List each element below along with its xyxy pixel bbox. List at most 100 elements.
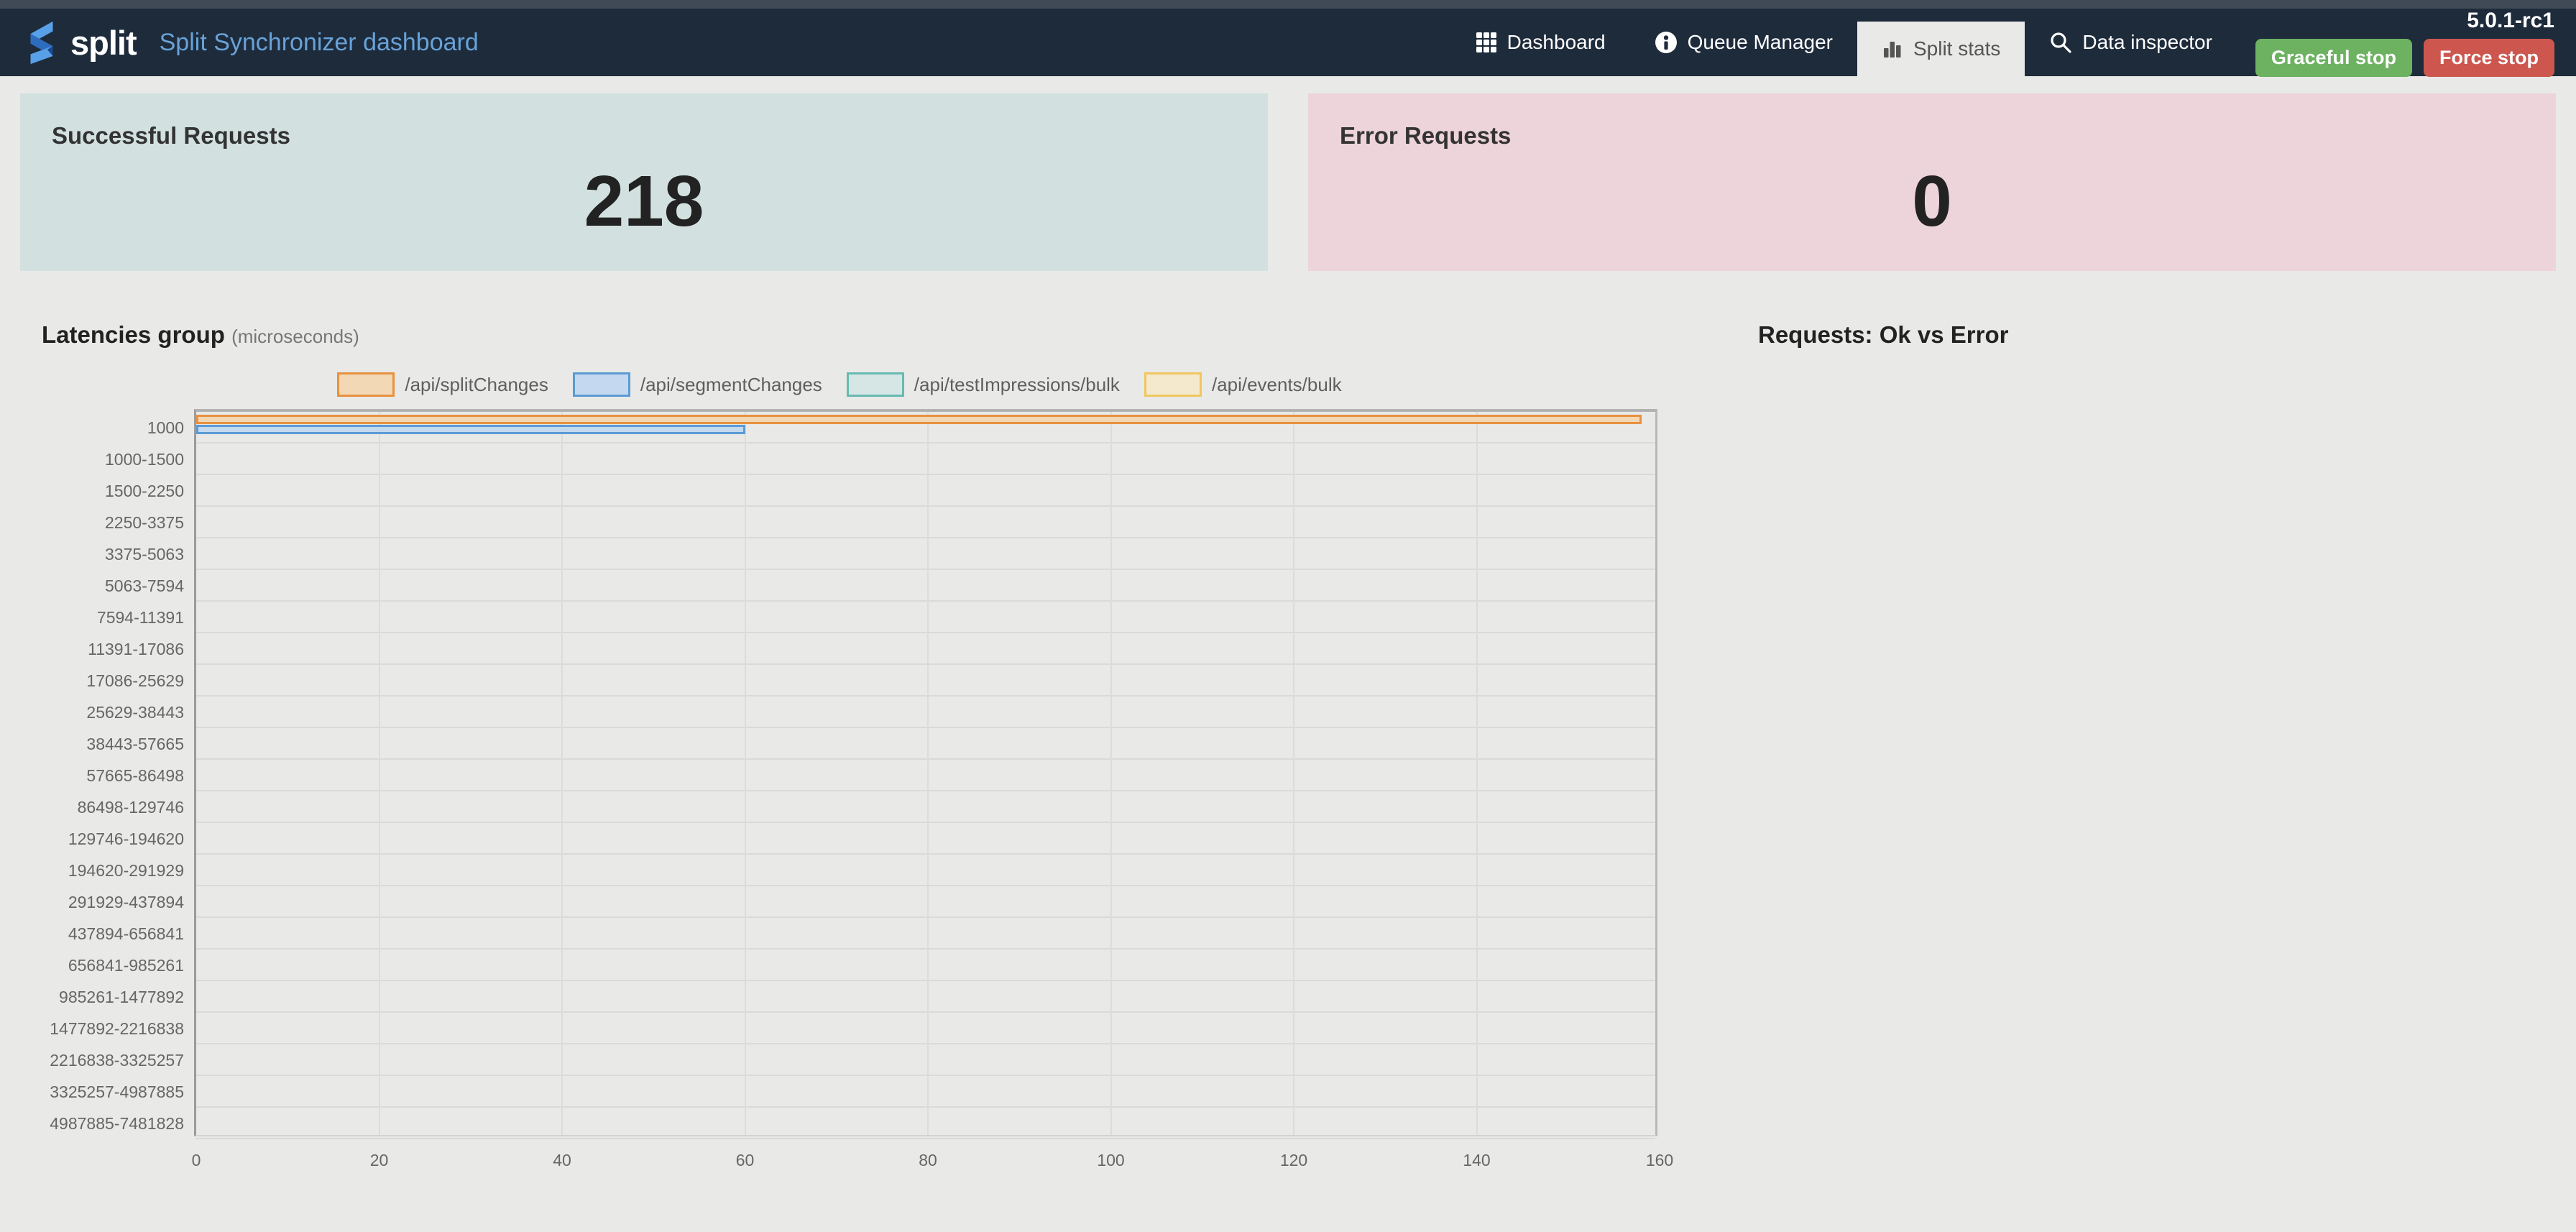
legend-label: /api/testImpressions/bulk: [914, 373, 1120, 395]
plot-row: [196, 918, 1655, 950]
latencies-chart: Latencies group (microseconds) /api/spli…: [20, 321, 1673, 1185]
plot-row: [196, 1044, 1655, 1076]
requests-chart-title: Requests: Ok vs Error: [1758, 321, 2009, 348]
latency-plot: [194, 409, 1657, 1139]
y-axis-label: 129746-194620: [68, 829, 184, 848]
legend-swatch: [337, 372, 395, 397]
bar-chart-icon: [1883, 42, 1901, 58]
successful-requests-card: Successful Requests 218: [20, 93, 1268, 271]
card-title: Error Requests: [1340, 122, 1512, 149]
y-axis-label: 11391-17086: [88, 640, 184, 658]
nav-item-label: Queue Manager: [1687, 31, 1833, 53]
y-axis-label: 656841-985261: [68, 956, 184, 975]
x-axis-label: 40: [553, 1151, 571, 1169]
legend-item: /api/testImpressions/bulk: [846, 372, 1120, 397]
y-axis-label: 194620-291929: [68, 861, 184, 880]
latency-bar-api-segmentChanges: [196, 425, 745, 434]
nav-item-label: Dashboard: [1506, 31, 1606, 53]
y-axis-label: 38443-57665: [86, 735, 184, 753]
y-axis-label: 1477892-2216838: [50, 1019, 184, 1038]
latency-bar-api-splitChanges: [196, 415, 1642, 424]
legend-item: /api/events/bulk: [1144, 372, 1342, 397]
plot-row: [196, 443, 1655, 475]
x-axis-label: 0: [191, 1151, 201, 1169]
x-axis-label: 100: [1097, 1151, 1125, 1169]
legend-label: /api/events/bulk: [1211, 373, 1342, 395]
plot-row: [196, 855, 1655, 886]
legend-swatch: [572, 372, 630, 397]
y-axis-label: 2250-3375: [105, 513, 184, 532]
y-axis-label: 3375-5063: [105, 545, 184, 564]
x-axis-label: 160: [1645, 1151, 1674, 1169]
plot-row: [196, 1108, 1655, 1139]
nav-item-split-stats[interactable]: Split stats: [1857, 22, 2025, 76]
legend-swatch: [846, 372, 904, 397]
x-axis-label: 120: [1279, 1151, 1308, 1169]
x-axis-label: 80: [919, 1151, 937, 1169]
plot-row: [196, 697, 1655, 728]
latencies-title-text: Latencies group: [42, 321, 225, 348]
graceful-stop-button[interactable]: Graceful stop: [2255, 38, 2412, 77]
stop-buttons: Graceful stop Force stop: [2255, 38, 2554, 77]
grid-line-vertical: [744, 412, 746, 1135]
grid-line-vertical: [927, 412, 929, 1135]
y-axis-label: 1500-2250: [105, 482, 184, 500]
nav-item-dashboard[interactable]: Dashboard: [1451, 9, 1630, 76]
plot-row: [196, 981, 1655, 1013]
successful-requests-value: 218: [584, 161, 704, 242]
nav-items: Dashboard Queue Manager Split stats: [1451, 9, 2237, 76]
y-axis-label: 86498-129746: [77, 798, 184, 817]
plot-row: [196, 950, 1655, 981]
plot-row: [196, 1076, 1655, 1108]
plot-row: [196, 570, 1655, 602]
plot-row: [196, 1013, 1655, 1044]
y-axis-label: 17086-25629: [86, 671, 184, 690]
nav-item-queue-manager[interactable]: Queue Manager: [1630, 9, 1857, 76]
plot-row: [196, 823, 1655, 855]
plot-row: [196, 507, 1655, 538]
y-axis-label: 3325257-4987885: [50, 1082, 184, 1101]
legend-label: /api/segmentChanges: [640, 373, 822, 395]
y-axis-label: 57665-86498: [86, 766, 184, 785]
plot-row: [196, 665, 1655, 697]
brand-text: split: [70, 23, 137, 62]
brand[interactable]: split: [22, 20, 137, 65]
navbar: split Split Synchronizer dashboard Dashb…: [0, 9, 2576, 77]
requests-chart: Requests: Ok vs Error: [1758, 321, 2008, 349]
navbar-right: 5.0.1-rc1 Graceful stop Force stop: [2237, 9, 2576, 77]
nav-item-label: Split stats: [1913, 37, 2001, 60]
grid-line-vertical: [561, 412, 563, 1135]
legend-item: /api/splitChanges: [337, 372, 548, 397]
plot-row: [196, 633, 1655, 665]
nav-item-data-inspector[interactable]: Data inspector: [2025, 9, 2237, 76]
plot-row: [196, 475, 1655, 507]
window-top-strip: [0, 0, 2576, 9]
latencies-title-units: (microseconds): [231, 326, 359, 347]
grid-line-vertical: [1476, 412, 1478, 1135]
split-logo-icon: [30, 21, 53, 65]
legend-item: /api/segmentChanges: [572, 372, 822, 397]
plot-row: [196, 886, 1655, 918]
latencies-chart-title: Latencies group (microseconds): [42, 321, 1659, 349]
legend-label: /api/splitChanges: [405, 373, 548, 395]
plot-row: [196, 791, 1655, 823]
app-title: Split Synchronizer dashboard: [159, 28, 479, 56]
info-icon: [1655, 32, 1677, 53]
plot-row: [196, 760, 1655, 791]
plot-row: [196, 728, 1655, 760]
error-requests-card: Error Requests 0: [1308, 93, 2556, 271]
latency-plot-wrap: 1000 1000-1500 1500-2250 2250-3375 3375-5063…: [20, 409, 1673, 1185]
y-axis-label: 2216838-3325257: [50, 1051, 184, 1070]
card-title: Successful Requests: [52, 122, 290, 149]
grid-line-vertical: [378, 412, 380, 1135]
y-axis-label: 7594-11391: [96, 608, 184, 627]
version-label: 5.0.1-rc1: [2467, 8, 2554, 32]
force-stop-button[interactable]: Force stop: [2423, 38, 2554, 77]
y-axis-label: 437894-656841: [68, 924, 184, 943]
y-axis-label: 5063-7594: [105, 576, 184, 595]
grid-line-vertical: [1293, 412, 1294, 1135]
y-axis-label: 1000-1500: [105, 450, 184, 469]
y-axis-label: 291929-437894: [68, 893, 184, 911]
grid-icon: [1476, 32, 1496, 52]
y-axis-label: 1000: [147, 418, 184, 437]
